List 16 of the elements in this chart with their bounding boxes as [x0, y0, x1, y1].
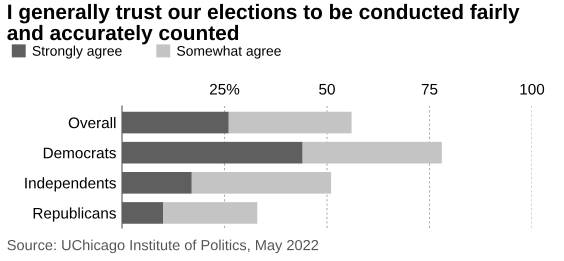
y-tick-label: Independents: [25, 177, 116, 192]
legend-label: Somewhat agree: [177, 46, 281, 59]
x-tick-label: 25%: [210, 84, 240, 95]
bar: [302, 142, 442, 164]
y-tick-label: Democrats: [44, 148, 116, 158]
x-tick-label: 75: [422, 84, 438, 95]
chart-title: I generally trust our elections to be conducted fairly and accurately counted: [7, 4, 520, 44]
y-tick-label: Republicans: [34, 207, 116, 222]
x-tick-label: 50: [319, 84, 335, 95]
bar: [163, 202, 258, 224]
y-tick-label: Overall: [68, 117, 116, 128]
bar: [228, 112, 352, 134]
x-tick-label: 100: [520, 84, 544, 95]
source-note: Source: UChicago Institute of Politics, May 2022: [7, 240, 318, 254]
legend-label: Strongly agree: [32, 46, 122, 59]
bar: [192, 172, 332, 194]
